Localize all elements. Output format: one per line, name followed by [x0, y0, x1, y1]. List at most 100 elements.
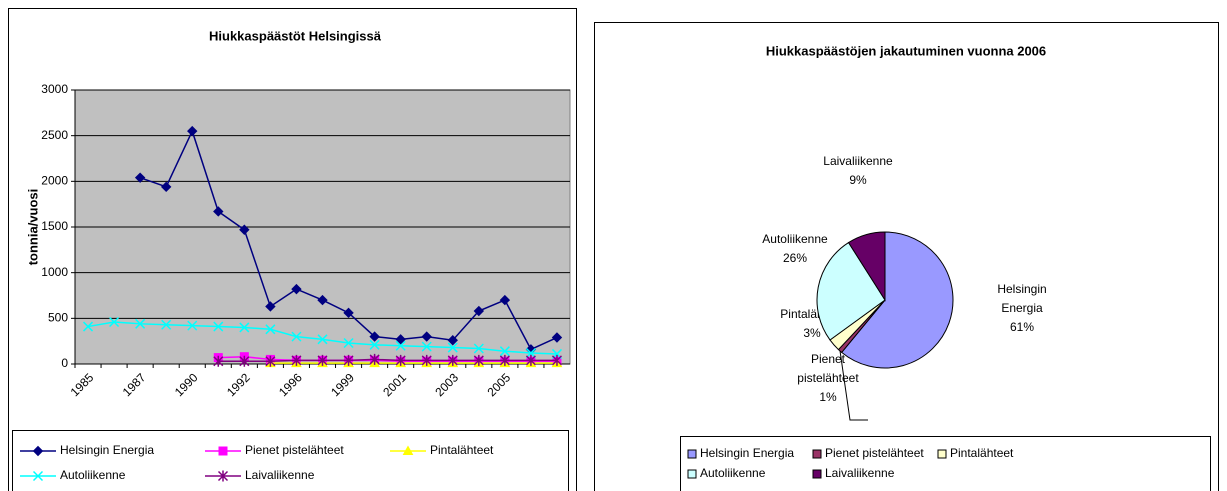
marker — [395, 354, 406, 366]
legend-swatch — [687, 449, 697, 459]
marker — [343, 337, 354, 349]
slice-name-line: Pienet — [811, 352, 846, 366]
marker — [473, 354, 484, 366]
legend-label: Pienet pistelähteet — [245, 443, 344, 457]
marker — [421, 341, 432, 352]
marker — [213, 321, 224, 332]
marker — [402, 445, 414, 455]
legend-label: Autoliikenne — [700, 466, 766, 480]
legend-swatch — [687, 469, 697, 479]
legend-label: Helsingin Energia — [60, 443, 154, 457]
slice-name: Autoliikenne — [762, 232, 828, 246]
pie-legend-frame — [680, 436, 1211, 491]
marker — [473, 343, 484, 354]
pie-slice — [816, 241, 886, 341]
marker — [239, 224, 250, 235]
marker — [317, 334, 328, 345]
slice-name-line: Energia — [1001, 301, 1043, 315]
slice-label: Helsingin EnergiaHelsinginEnergia61% — [997, 282, 1046, 334]
slice-name-line: pistelähteet — [797, 371, 859, 385]
legend-swatch — [812, 469, 822, 479]
marker — [317, 294, 328, 306]
y-tick-label: 1500 — [41, 219, 68, 233]
legend-label: Helsingin Energia — [700, 446, 794, 460]
y-tick-label: 2500 — [41, 128, 68, 142]
marker — [217, 470, 229, 482]
marker — [291, 283, 302, 295]
marker — [239, 355, 250, 367]
marker — [135, 318, 146, 329]
slice-label: Autoliikenne 26% — [762, 232, 828, 265]
slice-name-line: Helsingin — [997, 282, 1046, 296]
marker — [421, 331, 432, 342]
marker — [109, 316, 120, 328]
legend-label: Autoliikenne — [60, 468, 126, 482]
slice-value-label: 3% — [803, 326, 821, 340]
marker — [551, 354, 563, 366]
marker — [265, 324, 276, 335]
marker — [447, 342, 458, 353]
slice-label: Laivaliikenne 9% — [823, 154, 893, 187]
marker — [525, 354, 536, 366]
marker — [343, 354, 354, 366]
marker — [213, 206, 224, 217]
marker — [32, 445, 44, 457]
marker — [213, 355, 224, 367]
marker — [82, 321, 94, 332]
y-tick-label: 3000 — [41, 82, 68, 96]
marker — [317, 354, 328, 366]
marker — [134, 172, 146, 183]
marker — [499, 346, 510, 357]
line-chart-title: Hiukkaspäästöt Helsingissä — [209, 28, 382, 43]
pie-slice — [840, 231, 954, 369]
slice-name: Laivaliikenne — [823, 154, 893, 168]
legend-label: Pintalähteet — [430, 443, 494, 457]
slice-value-label: 1% — [819, 390, 837, 404]
legend-label: Laivaliikenne — [245, 468, 315, 482]
marker — [291, 354, 302, 366]
marker — [343, 307, 354, 319]
y-tick-label: 1000 — [41, 265, 68, 279]
marker — [499, 294, 511, 306]
y-tick-label: 0 — [61, 356, 68, 370]
slice-value-label: 61% — [1010, 320, 1034, 334]
marker — [447, 335, 458, 346]
marker — [421, 354, 432, 366]
marker — [369, 353, 380, 365]
marker — [447, 354, 458, 366]
leader-line — [839, 350, 868, 421]
marker — [499, 354, 510, 366]
y-tick-label: 2000 — [41, 174, 68, 188]
line-legend-frame — [12, 430, 569, 491]
legend-label: Laivaliikenne — [825, 466, 895, 480]
marker — [395, 340, 406, 351]
marker — [160, 181, 172, 193]
marker — [473, 305, 485, 317]
marker — [551, 332, 563, 343]
series-line — [218, 358, 557, 363]
legend-swatch — [937, 449, 947, 459]
marker — [291, 331, 302, 342]
marker — [161, 319, 172, 330]
legend-label: Pintalähteet — [950, 446, 1014, 460]
marker — [239, 322, 250, 333]
marker — [187, 125, 198, 137]
slice-value-label: 26% — [783, 251, 807, 265]
legend-swatch — [812, 449, 822, 459]
marker — [32, 470, 44, 482]
y-tick-label: 500 — [48, 311, 68, 325]
pie-slice — [847, 231, 886, 302]
marker — [369, 331, 380, 342]
marker — [369, 339, 380, 350]
marker — [265, 301, 276, 312]
slice-value-label: 9% — [849, 173, 867, 187]
marker — [187, 320, 198, 331]
marker — [265, 355, 276, 367]
marker — [395, 334, 406, 345]
pie-chart-title: Hiukkaspäästöjen jakautuminen vuonna 200… — [766, 43, 1046, 58]
marker — [525, 348, 536, 359]
legend-label: Pienet pistelähteet — [825, 446, 924, 460]
marker — [218, 446, 228, 456]
